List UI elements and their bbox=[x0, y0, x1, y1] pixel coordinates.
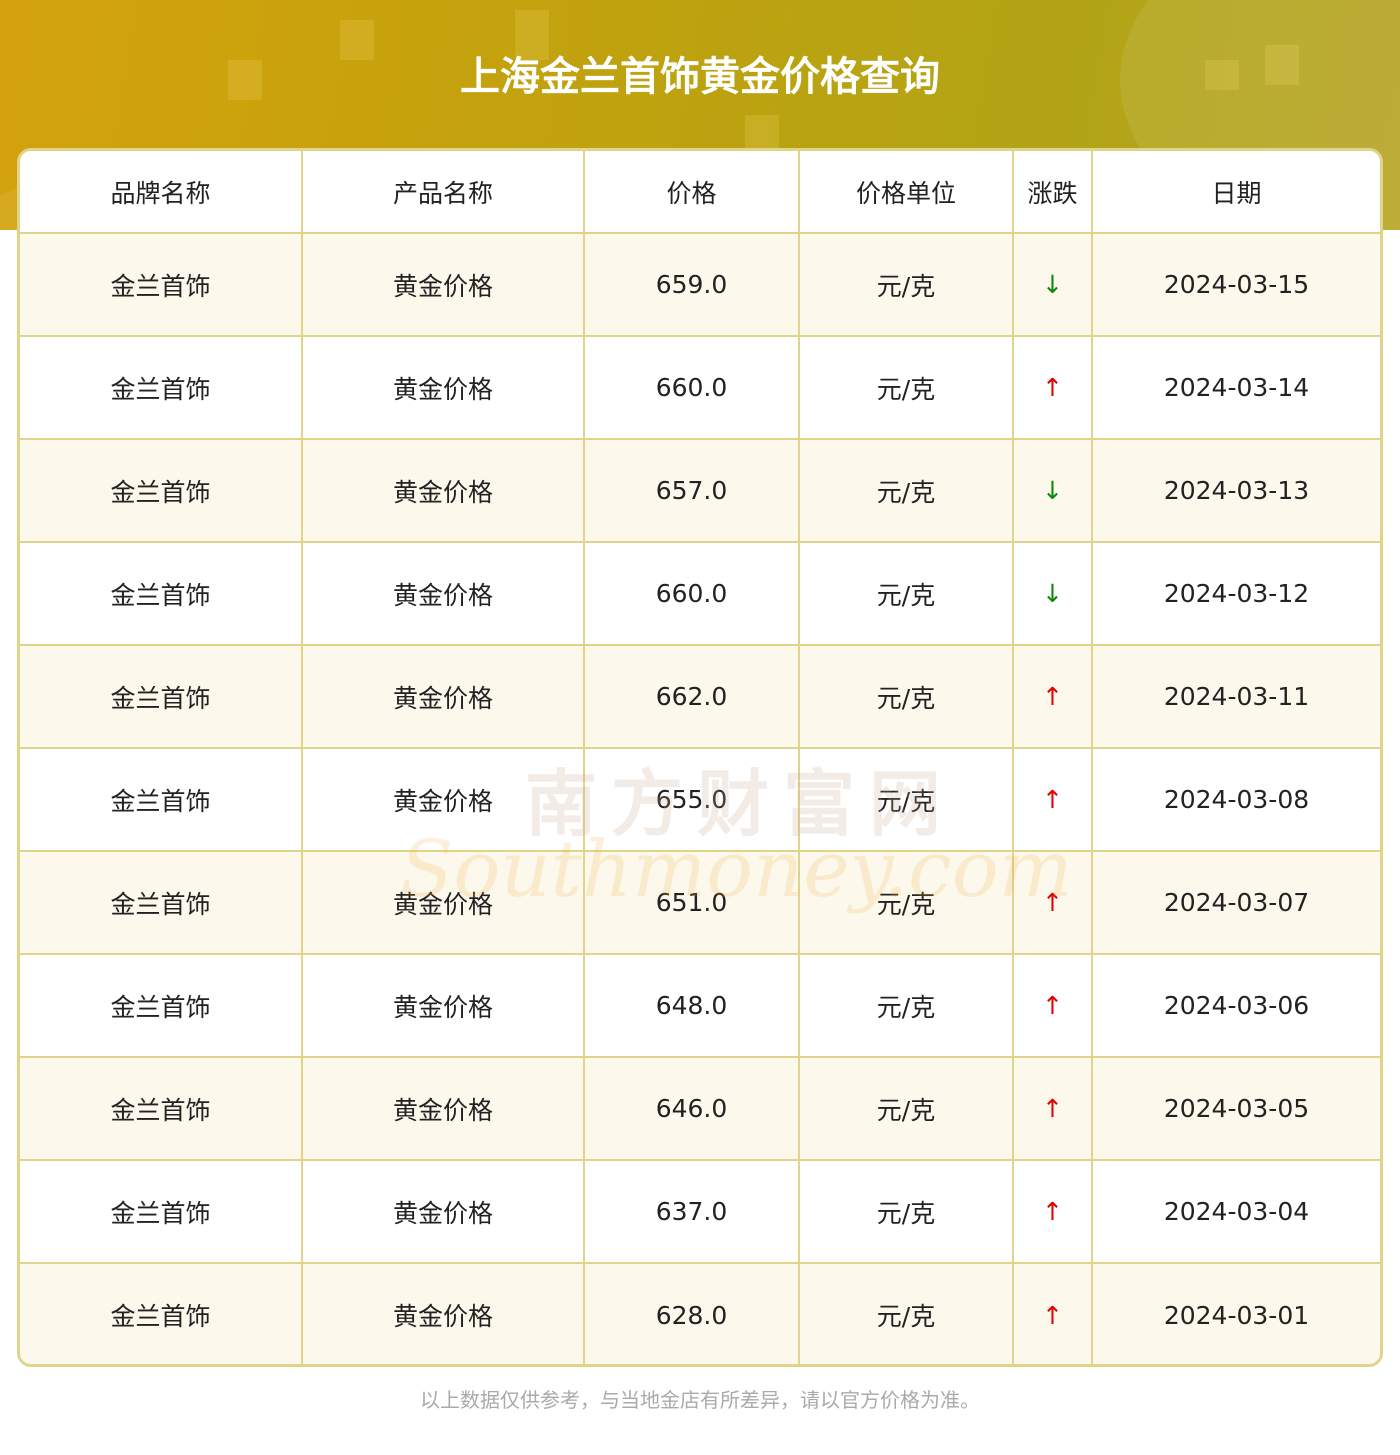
brand-cell: 金兰首饰 bbox=[20, 438, 303, 543]
unit-cell: 元/克 bbox=[798, 747, 1014, 852]
product-cell: 黄金价格 bbox=[301, 335, 585, 440]
column-header: 价格 bbox=[583, 151, 800, 234]
table-row: 金兰首饰 黄金价格 662.0 元/克 ↑ 2024-03-11 bbox=[20, 644, 1380, 749]
table-row: 金兰首饰 黄金价格 628.0 元/克 ↑ 2024-03-01 bbox=[20, 1262, 1380, 1364]
brand-cell: 金兰首饰 bbox=[20, 1056, 303, 1161]
brand-cell: 金兰首饰 bbox=[20, 747, 303, 852]
unit-cell: 元/克 bbox=[798, 850, 1014, 955]
product-cell: 黄金价格 bbox=[301, 850, 585, 955]
price-table: 品牌名称 产品名称 价格 价格单位 涨跌 日期 金兰首饰 黄金价格 659.0 元/克 ↓ 2024… bbox=[17, 148, 1383, 1367]
product-cell: 黄金价格 bbox=[301, 1056, 585, 1161]
price-cell: 655.0 bbox=[583, 747, 800, 852]
price-cell: 628.0 bbox=[583, 1262, 800, 1364]
table-row: 金兰首饰 黄金价格 651.0 元/克 ↑ 2024-03-07 bbox=[20, 850, 1380, 955]
unit-cell: 元/克 bbox=[798, 1262, 1014, 1364]
brand-cell: 金兰首饰 bbox=[20, 1262, 303, 1364]
product-cell: 黄金价格 bbox=[301, 232, 585, 337]
arrow-up-icon: ↑ bbox=[1012, 953, 1093, 1058]
decor-candle bbox=[1265, 45, 1299, 85]
brand-cell: 金兰首饰 bbox=[20, 1159, 303, 1264]
product-cell: 黄金价格 bbox=[301, 747, 585, 852]
arrow-up-icon: ↑ bbox=[1012, 644, 1093, 749]
unit-cell: 元/克 bbox=[798, 1056, 1014, 1161]
brand-cell: 金兰首饰 bbox=[20, 953, 303, 1058]
price-cell: 651.0 bbox=[583, 850, 800, 955]
price-cell: 662.0 bbox=[583, 644, 800, 749]
arrow-up-icon: ↑ bbox=[1012, 1159, 1093, 1264]
table-row: 金兰首饰 黄金价格 657.0 元/克 ↓ 2024-03-13 bbox=[20, 438, 1380, 543]
disclaimer-note: 以上数据仅供参考，与当地金店有所差异，请以官方价格为准。 bbox=[420, 1388, 980, 1412]
page-title: 上海金兰首饰黄金价格查询 bbox=[460, 54, 940, 100]
product-cell: 黄金价格 bbox=[301, 1262, 585, 1364]
brand-cell: 金兰首饰 bbox=[20, 850, 303, 955]
price-cell: 648.0 bbox=[583, 953, 800, 1058]
column-header: 涨跌 bbox=[1012, 151, 1093, 234]
decor-candle bbox=[515, 10, 549, 60]
product-cell: 黄金价格 bbox=[301, 644, 585, 749]
unit-cell: 元/克 bbox=[798, 541, 1014, 646]
unit-cell: 元/克 bbox=[798, 1159, 1014, 1264]
brand-cell: 金兰首饰 bbox=[20, 644, 303, 749]
table-row: 金兰首饰 黄金价格 659.0 元/克 ↓ 2024-03-15 bbox=[20, 232, 1380, 337]
unit-cell: 元/克 bbox=[798, 335, 1014, 440]
unit-cell: 元/克 bbox=[798, 644, 1014, 749]
table-header-row: 品牌名称 产品名称 价格 价格单位 涨跌 日期 bbox=[20, 151, 1380, 234]
date-cell: 2024-03-07 bbox=[1091, 850, 1380, 955]
date-cell: 2024-03-13 bbox=[1091, 438, 1380, 543]
price-cell: 659.0 bbox=[583, 232, 800, 337]
table-row: 金兰首饰 黄金价格 637.0 元/克 ↑ 2024-03-04 bbox=[20, 1159, 1380, 1264]
date-cell: 2024-03-04 bbox=[1091, 1159, 1380, 1264]
table-row: 金兰首饰 黄金价格 655.0 元/克 ↑ 2024-03-08 bbox=[20, 747, 1380, 852]
table-row: 金兰首饰 黄金价格 648.0 元/克 ↑ 2024-03-06 bbox=[20, 953, 1380, 1058]
column-header: 品牌名称 bbox=[20, 151, 303, 234]
product-cell: 黄金价格 bbox=[301, 953, 585, 1058]
unit-cell: 元/克 bbox=[798, 953, 1014, 1058]
table-row: 金兰首饰 黄金价格 646.0 元/克 ↑ 2024-03-05 bbox=[20, 1056, 1380, 1161]
arrow-down-icon: ↓ bbox=[1012, 438, 1093, 543]
price-cell: 660.0 bbox=[583, 541, 800, 646]
brand-cell: 金兰首饰 bbox=[20, 335, 303, 440]
price-cell: 657.0 bbox=[583, 438, 800, 543]
decor-candle bbox=[1205, 60, 1239, 90]
table-row: 金兰首饰 黄金价格 660.0 元/克 ↓ 2024-03-12 bbox=[20, 541, 1380, 646]
product-cell: 黄金价格 bbox=[301, 438, 585, 543]
price-cell: 637.0 bbox=[583, 1159, 800, 1264]
decor-candle bbox=[228, 60, 262, 100]
column-header: 产品名称 bbox=[301, 151, 585, 234]
date-cell: 2024-03-14 bbox=[1091, 335, 1380, 440]
decor-candle bbox=[340, 20, 374, 60]
product-cell: 黄金价格 bbox=[301, 541, 585, 646]
arrow-up-icon: ↑ bbox=[1012, 1262, 1093, 1364]
arrow-up-icon: ↑ bbox=[1012, 1056, 1093, 1161]
price-cell: 646.0 bbox=[583, 1056, 800, 1161]
product-cell: 黄金价格 bbox=[301, 1159, 585, 1264]
price-cell: 660.0 bbox=[583, 335, 800, 440]
column-header: 价格单位 bbox=[798, 151, 1014, 234]
arrow-down-icon: ↓ bbox=[1012, 232, 1093, 337]
arrow-down-icon: ↓ bbox=[1012, 541, 1093, 646]
date-cell: 2024-03-15 bbox=[1091, 232, 1380, 337]
unit-cell: 元/克 bbox=[798, 232, 1014, 337]
arrow-up-icon: ↑ bbox=[1012, 747, 1093, 852]
date-cell: 2024-03-06 bbox=[1091, 953, 1380, 1058]
arrow-up-icon: ↑ bbox=[1012, 335, 1093, 440]
date-cell: 2024-03-12 bbox=[1091, 541, 1380, 646]
date-cell: 2024-03-01 bbox=[1091, 1262, 1380, 1364]
column-header: 日期 bbox=[1091, 151, 1380, 234]
date-cell: 2024-03-11 bbox=[1091, 644, 1380, 749]
date-cell: 2024-03-08 bbox=[1091, 747, 1380, 852]
unit-cell: 元/克 bbox=[798, 438, 1014, 543]
date-cell: 2024-03-05 bbox=[1091, 1056, 1380, 1161]
table-row: 金兰首饰 黄金价格 660.0 元/克 ↑ 2024-03-14 bbox=[20, 335, 1380, 440]
arrow-up-icon: ↑ bbox=[1012, 850, 1093, 955]
brand-cell: 金兰首饰 bbox=[20, 541, 303, 646]
brand-cell: 金兰首饰 bbox=[20, 232, 303, 337]
